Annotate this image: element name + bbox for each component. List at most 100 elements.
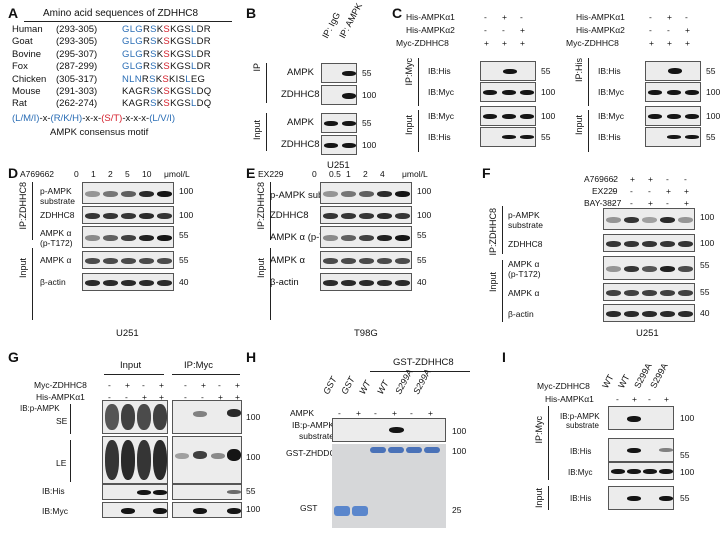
seq-segment: -x-x-x-	[122, 113, 150, 124]
ip-label-right: IP:His	[574, 58, 584, 83]
dose-label: 5	[125, 169, 130, 179]
blot-row-1	[320, 206, 412, 224]
seq-segment: KAG	[122, 98, 143, 110]
seq-segment: DQ	[196, 85, 212, 97]
cond-label: EX229	[592, 186, 618, 196]
cond-label-myc: Myc-ZDHHC8	[537, 381, 590, 391]
mw-label: 55	[680, 450, 690, 460]
mw-label: 55	[700, 287, 710, 297]
bracket	[270, 182, 271, 240]
row-label: substrate	[566, 421, 599, 430]
seq-segment: GLG	[122, 24, 143, 35]
blot-row-3	[320, 251, 412, 269]
mw-label: 55	[246, 486, 256, 496]
motif-label: AMPK consensus motif	[50, 127, 149, 138]
seq-segment: L	[191, 61, 197, 73]
row-label: ZDHHC8	[270, 210, 309, 221]
cond-sign: +	[484, 38, 489, 48]
input-label-left: Input	[404, 115, 414, 136]
ip-label: IP	[252, 63, 262, 72]
residue-range: (262-274)	[56, 98, 98, 110]
sublabel-le: LE	[56, 458, 67, 468]
cond-sign: +	[684, 186, 689, 196]
seq-segment: KGS	[170, 36, 192, 48]
cond-sign: -	[612, 198, 615, 208]
blot-row-2	[320, 226, 412, 248]
species-name: Bovine	[12, 48, 42, 60]
cond-sign: +	[235, 392, 240, 402]
row-label-right: IB:Myc	[598, 111, 624, 121]
cond-sign: +	[685, 25, 690, 35]
cond-label-his: His-AMPKα1	[545, 394, 594, 404]
ampk-label: AMPK	[290, 408, 315, 418]
blot-row-2	[603, 256, 695, 280]
seq-segment: R	[142, 36, 151, 48]
row-label: (p-T172)	[40, 238, 73, 248]
blot-h-pampk	[332, 418, 446, 442]
seq-segment: IS	[175, 73, 186, 85]
seq-segment: K	[156, 98, 164, 110]
seq-segment: L	[191, 24, 197, 35]
seq-segment: EG	[190, 73, 206, 85]
mw-label: 55	[417, 230, 427, 240]
residue-range: (293-305)	[56, 36, 98, 48]
cond-sign: -	[666, 198, 669, 208]
seq-segment: GLG	[122, 36, 143, 48]
seq-segment: S	[163, 24, 171, 35]
row-label: p-AMPK substrate	[270, 190, 348, 201]
cond-sign: +	[667, 12, 672, 22]
seq-segment: K	[156, 85, 164, 97]
row-label-pampk: IB:p-AMPK	[292, 420, 335, 430]
lane-label: GST	[321, 374, 339, 396]
seq-segment: L	[185, 73, 191, 85]
seq-segment: -x-	[39, 113, 51, 124]
row-label: ZDHHC8	[508, 239, 543, 249]
cond-label: Myc-ZDHHC8	[34, 380, 87, 390]
mw-label: 100	[452, 426, 467, 436]
ampk-sign: +	[392, 408, 397, 418]
cond-label-right-0: His-AMPKα1	[576, 12, 625, 22]
blot-row-1	[82, 206, 174, 224]
seq-segment: (S/T)	[101, 113, 123, 124]
bracket	[588, 110, 589, 152]
cond-sign: -	[666, 174, 669, 184]
cond-sign: -	[484, 25, 487, 35]
cond-label: A769662	[584, 174, 619, 184]
seq-segment: R	[142, 98, 151, 110]
species-name: Goat	[12, 36, 33, 48]
row-label: p-AMPK	[508, 210, 540, 220]
seq-row-goat: Goat (293-305) GLGRSKSKGSLDR	[12, 36, 211, 48]
gel-band-gst	[352, 506, 368, 516]
lane-label: WT	[616, 372, 632, 390]
seq-segment: R	[142, 24, 151, 35]
header-rule	[370, 371, 470, 372]
lane-label: GST	[339, 374, 357, 396]
mw-label: 100	[246, 452, 261, 462]
cond-sign: +	[159, 392, 164, 402]
bracket	[588, 58, 589, 106]
seq-segment: L	[191, 98, 197, 110]
ip-label: IP:ZDHHC8	[488, 208, 498, 256]
row-label: IB:His	[570, 447, 592, 456]
mw-label: 100	[179, 186, 194, 196]
row-label: substrate	[508, 220, 543, 230]
mw-label: 25	[452, 505, 462, 515]
panel-label-d: D	[8, 165, 19, 181]
row-label: (p-T172)	[508, 269, 541, 279]
cond-sign: +	[159, 380, 164, 390]
row-label: β-actin	[508, 309, 534, 319]
cond-sign: +	[502, 38, 507, 48]
residue-range: (291-303)	[56, 85, 98, 97]
cond-sign: +	[632, 394, 637, 404]
mw-label: 55	[179, 230, 189, 240]
species-name: Mouse	[12, 85, 41, 97]
lane-label: WT	[375, 378, 391, 396]
blot-c-right-2	[645, 106, 701, 126]
group-input: Input	[120, 360, 142, 371]
cond-sign: -	[201, 392, 204, 402]
row-label-left: IB:Myc	[428, 111, 454, 121]
seq-row-mouse: Mouse (291-303) KAGRSKSKGSLDQ	[12, 86, 211, 98]
seq-row-human: Human (293-305) GLGRSKSKGSLDR	[12, 24, 211, 36]
cond-sign: -	[630, 186, 633, 196]
bracket	[70, 404, 71, 434]
